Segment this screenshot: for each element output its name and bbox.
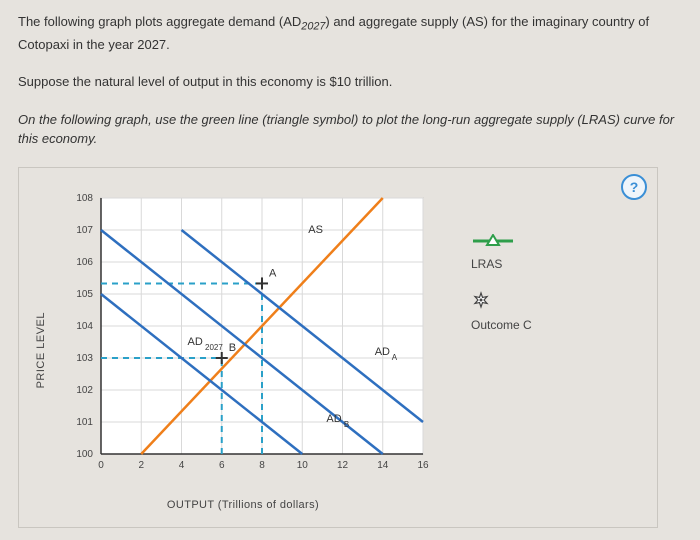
svg-text:AS: AS bbox=[308, 224, 323, 236]
svg-text:103: 103 bbox=[76, 353, 93, 364]
svg-text:4: 4 bbox=[179, 460, 185, 471]
svg-text:6: 6 bbox=[219, 460, 225, 471]
svg-text:8: 8 bbox=[259, 460, 265, 471]
chart-canvas[interactable]: 0 2 4 6 8 10 12 14 16 100 101 102 103 104 105 106 107 108… bbox=[53, 190, 433, 511]
svg-text:105: 105 bbox=[76, 289, 93, 300]
svg-text:14: 14 bbox=[377, 460, 389, 471]
legend-lras[interactable]: LRAS bbox=[471, 234, 532, 271]
svg-text:108: 108 bbox=[76, 193, 93, 204]
intro-line-2: Suppose the natural level of output in t… bbox=[18, 72, 682, 92]
svg-text:102: 102 bbox=[76, 385, 93, 396]
svg-text:101: 101 bbox=[76, 417, 93, 428]
intro-line-1: The following graph plots aggregate dema… bbox=[18, 12, 682, 54]
star-icon bbox=[471, 291, 491, 312]
svg-text:A: A bbox=[269, 267, 277, 279]
svg-text:16: 16 bbox=[417, 460, 429, 471]
svg-text:2: 2 bbox=[138, 460, 144, 471]
y-axis-label: PRICE LEVEL bbox=[35, 312, 47, 388]
svg-text:104: 104 bbox=[76, 321, 93, 332]
legend-outcome-c[interactable]: Outcome C bbox=[471, 291, 532, 332]
triangle-icon bbox=[471, 234, 515, 251]
svg-text:106: 106 bbox=[76, 257, 93, 268]
graph-panel: ? PRICE LEVEL 0 2 4 6 8 10 12 14 16 100 101 102 103 1… bbox=[18, 167, 658, 528]
legend: LRAS Outcome C bbox=[471, 190, 532, 511]
svg-text:0: 0 bbox=[98, 460, 104, 471]
x-axis-label: OUTPUT (Trillions of dollars) bbox=[53, 499, 433, 511]
svg-text:100: 100 bbox=[76, 449, 93, 460]
svg-text:10: 10 bbox=[297, 460, 309, 471]
instruction-line: On the following graph, use the green li… bbox=[18, 110, 682, 149]
help-button[interactable]: ? bbox=[621, 174, 647, 200]
svg-text:107: 107 bbox=[76, 225, 93, 236]
svg-text:12: 12 bbox=[337, 460, 349, 471]
svg-text:B: B bbox=[229, 342, 236, 354]
